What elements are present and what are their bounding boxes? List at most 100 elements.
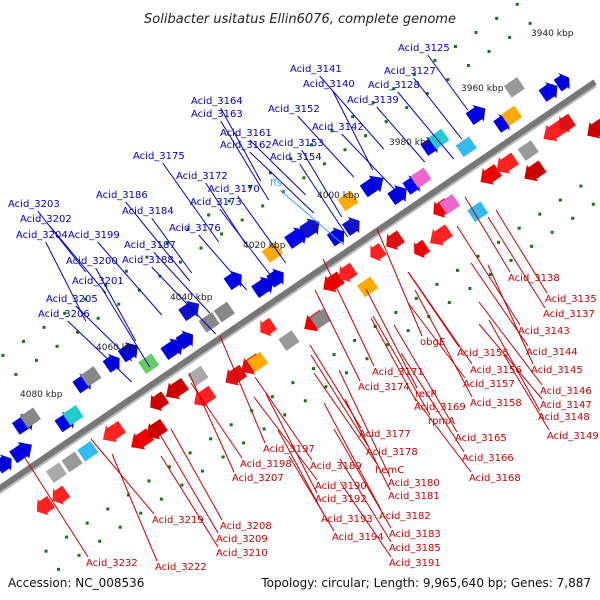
- reverse-gene-block: [61, 451, 83, 473]
- reverse-leader-line: [188, 372, 235, 473]
- position-label: 4040 kbp: [170, 293, 213, 303]
- forward-gene-label: Acid_3140: [303, 79, 355, 90]
- forward-gene-block: [62, 405, 84, 426]
- reverse-leader-line: [253, 396, 318, 481]
- reverse-gene-label: Acid_3191: [389, 558, 441, 569]
- reverse-leader-line: [313, 372, 378, 465]
- position-label: 4060 kbp: [96, 343, 139, 353]
- forward-gene-label: Acid_3127: [384, 66, 436, 77]
- forward-leader-line: [249, 151, 315, 214]
- forward-gene-arrow: [359, 175, 384, 198]
- forward-leader-line: [151, 217, 193, 274]
- forward-gene-label: Acid_3170: [208, 184, 260, 195]
- tick-dot: [65, 535, 69, 539]
- forward-gene-block: [213, 301, 235, 323]
- tick-dot: [85, 521, 89, 525]
- reverse-leader-line: [478, 323, 543, 400]
- reverse-gene-block: [278, 330, 300, 351]
- tick-dot: [147, 479, 151, 483]
- forward-gene-label: Acid_3199: [68, 230, 120, 241]
- forward-leader-line: [151, 266, 217, 335]
- tick-dot: [261, 204, 265, 208]
- reverse-leader-line: [314, 289, 361, 382]
- reverse-gene-label: Acid_3182: [379, 511, 431, 522]
- tick-dot: [497, 240, 501, 244]
- reverse-gene-arrow: [370, 242, 387, 262]
- forward-leader-line: [397, 91, 455, 160]
- tick-dot: [220, 232, 224, 236]
- position-label: 3980 kbp: [389, 138, 432, 148]
- reverse-gene-arrow: [165, 377, 189, 400]
- forward-gene-label: Acid_3128: [368, 80, 420, 91]
- reverse-leader-line: [111, 453, 158, 562]
- reverse-gene-arrow: [338, 262, 358, 283]
- reverse-gene-arrow: [414, 239, 431, 259]
- reverse-gene-label: Acid_3174: [358, 382, 410, 393]
- tick-dot: [240, 218, 244, 222]
- forward-leader-line: [219, 208, 277, 283]
- forward-gene-block: [503, 77, 525, 98]
- reverse-gene-label: Acid_3194: [332, 532, 384, 543]
- forward-gene-label: Acid_3176: [169, 223, 221, 234]
- tick-dot: [56, 567, 60, 571]
- forward-gene-arrow: [538, 82, 558, 102]
- tick-dot: [98, 539, 102, 543]
- tick-dot: [96, 316, 100, 320]
- reverse-leader-line: [393, 324, 458, 433]
- tick-dot: [76, 330, 80, 334]
- reverse-gene-label: Acid_3208: [220, 521, 272, 532]
- reverse-leader-line: [487, 264, 534, 365]
- forward-gene-arrow: [387, 185, 407, 206]
- reverse-gene-block: [309, 308, 332, 330]
- reverse-gene-label: Acid_3149: [547, 431, 599, 442]
- tick-dot: [42, 325, 46, 329]
- tick-dot: [124, 269, 128, 273]
- forward-gene-arrow: [0, 454, 12, 474]
- forward-leader-line: [153, 251, 211, 314]
- tick-dot: [394, 310, 398, 314]
- tick-dot: [508, 35, 512, 39]
- tick-dot: [209, 437, 213, 441]
- tick-dot: [270, 395, 274, 399]
- forward-leader-line: [237, 195, 287, 264]
- position-label: 4020 kbp: [243, 241, 286, 251]
- tick-dot: [77, 553, 81, 557]
- forward-gene-block: [198, 312, 220, 333]
- reverse-leader-line: [265, 393, 318, 494]
- tick-dot: [106, 507, 110, 511]
- forward-leader-line: [125, 201, 191, 282]
- reverse-gene-arrow: [559, 113, 576, 133]
- reverse-gene-label: Acid_3210: [216, 548, 268, 559]
- tick-dot: [268, 171, 272, 175]
- forward-gene-block: [261, 242, 283, 263]
- tick-dot: [322, 162, 326, 166]
- reverse-leader-line: [219, 335, 266, 444]
- tick-dot: [332, 353, 336, 357]
- forward-gene-label: Acid_3142: [312, 122, 364, 133]
- tick-dot: [227, 199, 231, 203]
- tick-dot: [200, 469, 204, 473]
- forward-gene-label: Acid_3172: [176, 171, 228, 182]
- forward-gene-label: Acid_3173: [190, 197, 242, 208]
- tick-dot: [453, 44, 457, 48]
- forward-leader-line: [37, 210, 87, 273]
- reverse-leader-line: [170, 428, 223, 521]
- tick-dot: [283, 413, 287, 417]
- reverse-leader-line: [90, 438, 155, 515]
- forward-gene-label: Acid_3188: [122, 255, 174, 266]
- forward-leader-line: [97, 241, 163, 316]
- reverse-gene-arrow: [524, 160, 547, 182]
- reverse-gene-block: [517, 140, 539, 161]
- forward-leader-line: [319, 75, 385, 150]
- reverse-leader-line: [372, 315, 431, 416]
- forward-gene-label: Acid_3141: [290, 64, 342, 75]
- tick-dot: [83, 297, 87, 301]
- reverse-gene-arrow: [386, 230, 405, 251]
- reverse-gene-label: Acid_3193: [321, 514, 373, 525]
- forward-leader-line: [198, 234, 248, 291]
- tick-dot: [139, 511, 143, 515]
- reverse-gene-label: Acid_3137: [543, 309, 595, 320]
- tick-dot: [117, 302, 121, 306]
- forward-leader-line: [299, 163, 349, 238]
